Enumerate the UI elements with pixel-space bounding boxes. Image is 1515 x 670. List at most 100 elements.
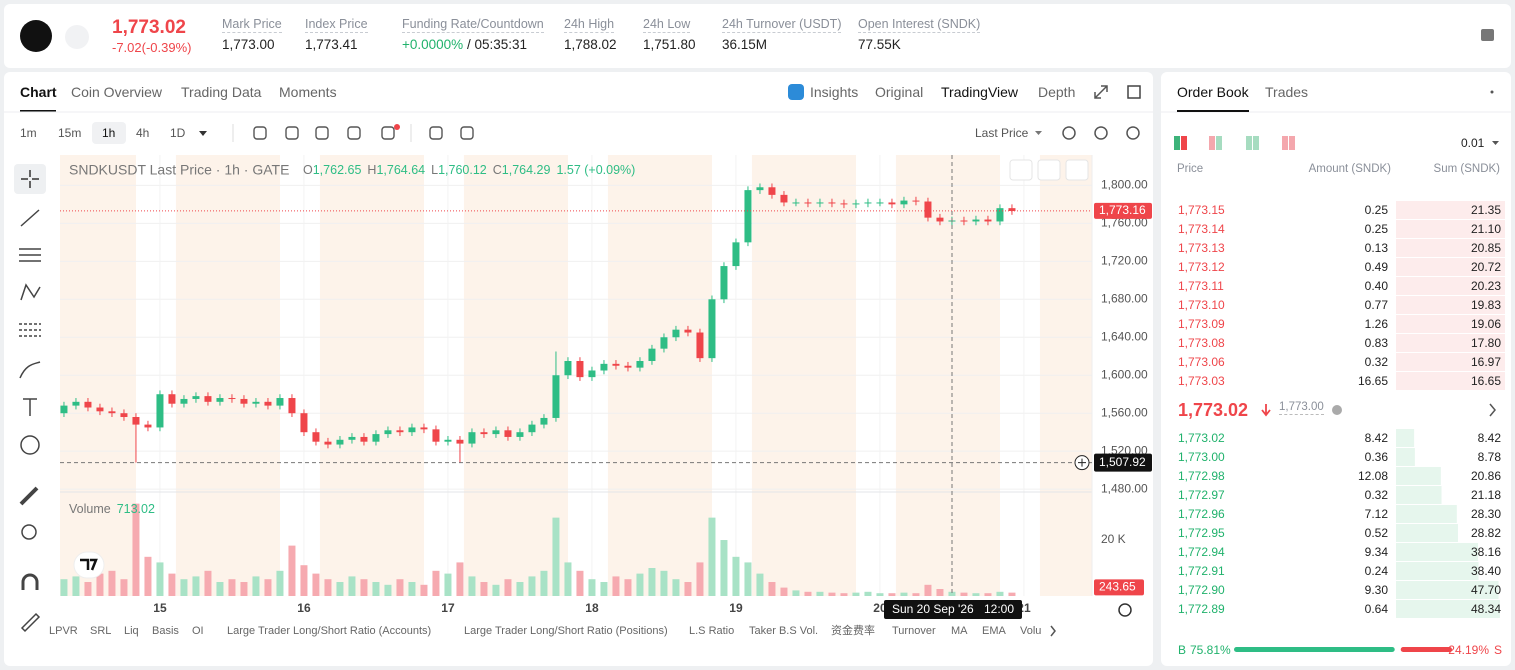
chart-tab[interactable]: Chart — [20, 84, 57, 100]
indicator[interactable]: 资金费率 — [831, 625, 875, 637]
bid-depth — [1396, 581, 1499, 599]
candle-body — [1008, 208, 1016, 212]
text-tool[interactable] — [23, 398, 37, 416]
bid-depth — [1396, 486, 1442, 504]
bid-price: 1,772.98 — [1178, 469, 1225, 483]
ask-price: 1,773.06 — [1178, 355, 1225, 369]
sell-bar — [1400, 647, 1452, 652]
candle-body — [96, 407, 104, 412]
ob-tab[interactable]: Order Book — [1177, 84, 1249, 100]
candle-body — [72, 401, 80, 406]
buy-bar — [1234, 647, 1395, 652]
indicator[interactable]: EMA — [982, 625, 1006, 637]
crosshair-tool[interactable] — [21, 170, 39, 188]
candle-body — [552, 375, 560, 418]
notes-icon[interactable] — [1481, 29, 1494, 41]
candle-body — [900, 200, 908, 205]
candle-body — [888, 202, 896, 205]
candle-body — [372, 434, 380, 442]
ask-amount: 0.83 — [1364, 336, 1388, 350]
volume-bar — [780, 587, 788, 596]
volume-bar — [864, 591, 872, 596]
bid-sum: 20.86 — [1470, 469, 1501, 483]
volume-bar — [888, 593, 896, 596]
bid-price: 1,773.02 — [1178, 431, 1225, 445]
volume-bar — [252, 576, 260, 596]
indicator[interactable]: SRL — [90, 625, 112, 637]
interval[interactable]: 1h — [102, 126, 116, 140]
indicator[interactable]: Liq — [124, 625, 139, 637]
favorite-star[interactable] — [65, 25, 89, 49]
volume-bar — [192, 576, 200, 596]
indicator[interactable]: LPVR — [49, 625, 78, 637]
ask-sum: 21.35 — [1470, 203, 1501, 217]
candle-body — [732, 242, 740, 267]
indicator[interactable]: Taker B.S Vol. — [749, 625, 819, 637]
view-tab[interactable]: Original — [875, 84, 924, 100]
chart-tab[interactable]: Trading Data — [181, 84, 262, 100]
more — [1490, 90, 1494, 94]
trend-line-tool[interactable] — [20, 209, 40, 227]
pattern-tool[interactable] — [20, 283, 41, 301]
interval[interactable]: 1D — [170, 126, 186, 140]
ob-col: Sum (SNDK) — [1433, 163, 1500, 175]
ask-price: 1,773.09 — [1178, 317, 1225, 331]
bid-sum: 38.40 — [1470, 564, 1501, 578]
tab-underline — [20, 110, 56, 112]
pencil-tool[interactable] — [20, 612, 41, 633]
brush-tool[interactable] — [19, 361, 41, 379]
volume-bar — [732, 556, 740, 596]
indicator[interactable]: Basis — [152, 625, 179, 637]
indicator[interactable]: MA — [951, 625, 968, 637]
interval[interactable]: 1m — [20, 126, 37, 140]
stat-label: Funding Rate/Countdown — [402, 17, 544, 33]
ob-view-icon — [1216, 136, 1222, 150]
ob-tab[interactable]: Trades — [1265, 84, 1309, 100]
price-type[interactable]: Last Price — [975, 126, 1029, 140]
bid-price: 1,772.95 — [1178, 526, 1225, 540]
ask-sum: 20.23 — [1470, 279, 1501, 293]
ask-depth — [1396, 353, 1505, 371]
drawing-toolbar — [14, 164, 46, 633]
interval[interactable]: 15m — [58, 126, 82, 140]
indicator[interactable]: Volu — [1020, 625, 1042, 637]
fib-tool[interactable] — [19, 248, 41, 262]
volume-bar — [72, 576, 80, 596]
candle-body — [756, 187, 764, 191]
volume-bar — [900, 592, 908, 596]
interval-active-bg — [92, 122, 126, 144]
interval[interactable]: 4h — [136, 126, 150, 140]
indicator[interactable]: Large Trader Long/Short Ratio (Positions… — [464, 625, 668, 637]
zoom-tool[interactable] — [21, 524, 37, 540]
ruler-tool[interactable] — [19, 486, 39, 506]
emoji-tool[interactable] — [20, 435, 40, 455]
ai-badge — [788, 84, 804, 100]
volume-bar — [444, 573, 452, 596]
ask-amount: 0.13 — [1364, 241, 1388, 255]
view-tab[interactable]: Insights — [810, 84, 859, 100]
add-alert-plus — [1078, 458, 1086, 467]
bid-amount: 0.64 — [1364, 602, 1388, 616]
view-tab[interactable]: Depth — [1038, 84, 1076, 100]
toolbar-icon — [285, 126, 299, 140]
view-tab[interactable]: TradingView — [941, 84, 1019, 100]
projection-tool[interactable] — [19, 323, 41, 337]
indicator[interactable]: Turnover — [892, 625, 936, 637]
indicator[interactable]: Large Trader Long/Short Ratio (Accounts) — [227, 625, 432, 637]
volume-bar — [240, 582, 248, 596]
candle-body — [792, 202, 800, 204]
stat-value: 1,751.80 — [643, 37, 696, 52]
indicator[interactable]: L.S Ratio — [689, 625, 735, 637]
ob-step[interactable]: 0.01 — [1461, 136, 1485, 150]
candle-body — [564, 360, 572, 376]
volume-bar — [516, 582, 524, 596]
magnet-tool[interactable] — [21, 573, 39, 590]
chart-tab[interactable]: Coin Overview — [71, 84, 163, 100]
candle-body — [912, 200, 920, 202]
indicator[interactable]: OI — [192, 625, 204, 637]
candle-body — [804, 202, 812, 204]
crosshair-price-tag — [1094, 453, 1152, 472]
ob-view-icon — [1253, 136, 1259, 150]
chart-tab[interactable]: Moments — [279, 84, 337, 100]
